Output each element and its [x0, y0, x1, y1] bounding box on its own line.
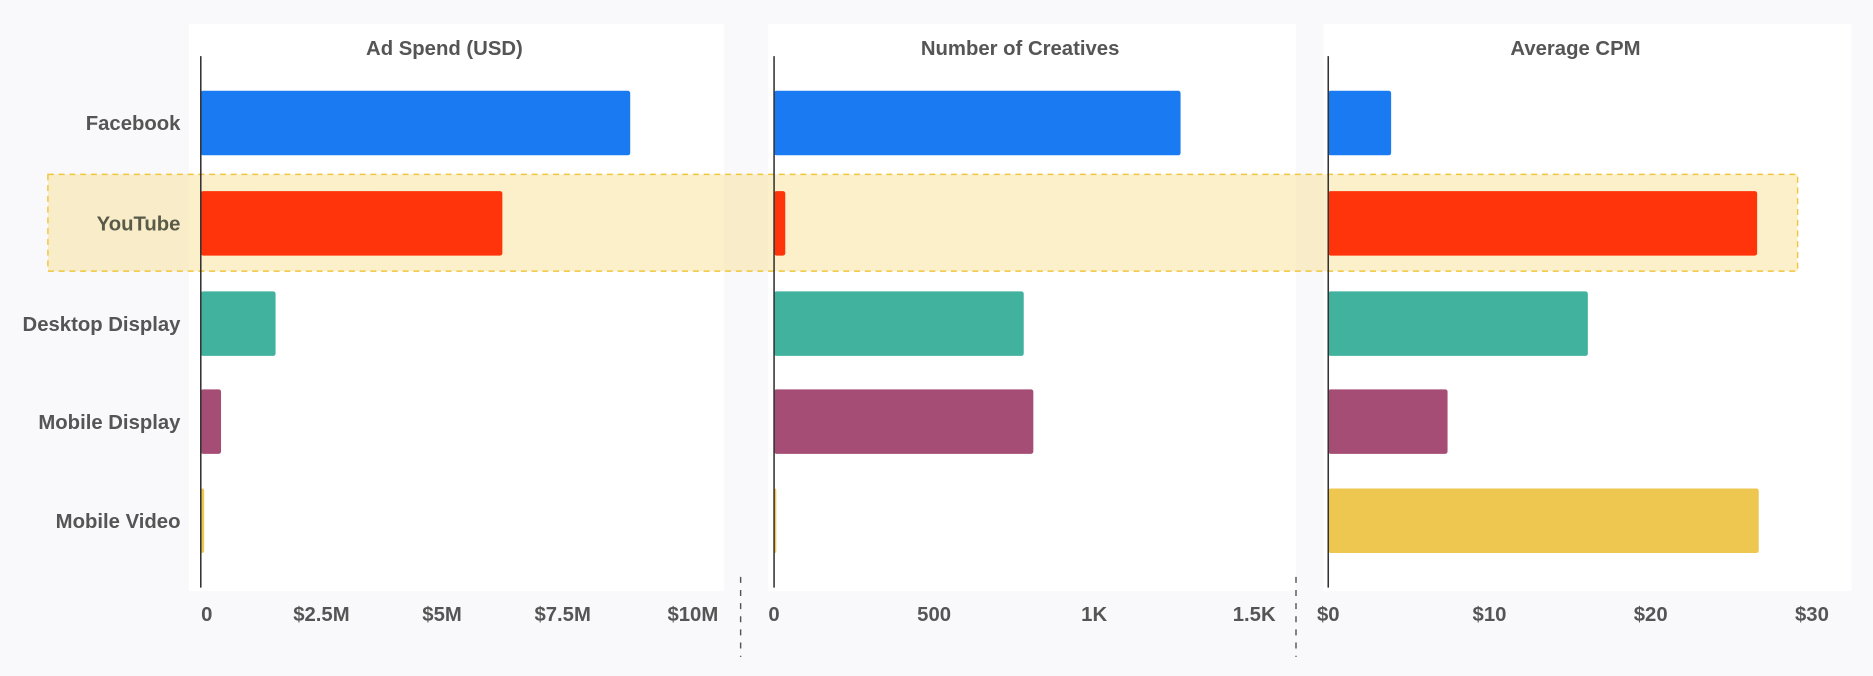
x-tick-label: $2.5M — [293, 604, 349, 626]
x-tick-label: 500 — [917, 604, 951, 626]
bar-mobile-video — [1328, 488, 1759, 553]
bar-youtube — [1328, 191, 1758, 256]
category-label: Mobile Display — [38, 412, 181, 434]
panel-title: Number of Creatives — [921, 38, 1120, 60]
x-tick-label: $5M — [422, 604, 461, 626]
bar-mobile-display — [1328, 389, 1448, 454]
panel-title: Average CPM — [1510, 38, 1640, 60]
bar-mobile-video — [200, 488, 205, 553]
x-tick-label: 1K — [1081, 604, 1107, 626]
bar-desktop-display — [1328, 291, 1588, 356]
bar-facebook — [200, 90, 631, 156]
x-tick-label: 1.5K — [1233, 604, 1276, 626]
bar-youtube — [774, 191, 786, 256]
x-tick-label: $30 — [1795, 604, 1829, 626]
x-tick-label: $20 — [1634, 604, 1668, 626]
bar-mobile-display — [774, 389, 1034, 454]
panel-title: Ad Spend (USD) — [366, 38, 523, 60]
x-tick-label: $10M — [667, 604, 718, 626]
bar-facebook — [774, 90, 1181, 156]
x-tick-label: $10 — [1473, 604, 1507, 626]
category-label: Facebook — [86, 113, 181, 135]
bar-mobile-display — [200, 389, 222, 454]
bar-facebook — [1328, 90, 1392, 156]
x-tick-label: $7.5M — [534, 604, 590, 626]
bar-desktop-display — [200, 291, 276, 356]
category-label: Desktop Display — [23, 314, 182, 336]
x-tick-label: $0 — [1317, 604, 1340, 626]
x-tick-label: 0 — [201, 604, 212, 626]
category-label: YouTube — [97, 214, 181, 236]
category-label: Mobile Video — [56, 511, 181, 533]
x-tick-label: 0 — [768, 604, 779, 626]
bar-youtube — [200, 191, 503, 256]
bar-desktop-display — [774, 291, 1024, 356]
